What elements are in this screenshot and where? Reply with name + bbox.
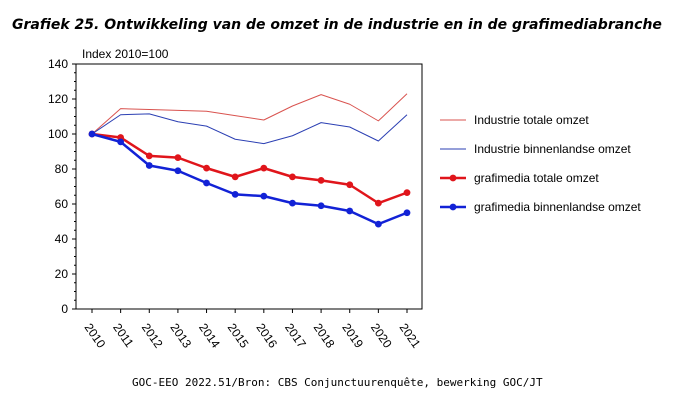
legend-label: grafimedia binnenlandse omzet bbox=[474, 200, 641, 214]
legend-marker bbox=[449, 203, 457, 211]
data-point bbox=[88, 130, 96, 138]
y-tick-label: 60 bbox=[55, 197, 69, 211]
data-point bbox=[231, 190, 239, 198]
chart-series-group bbox=[88, 93, 411, 228]
data-point bbox=[317, 202, 325, 210]
data-point bbox=[174, 154, 182, 162]
series-line-1 bbox=[91, 93, 408, 135]
data-point bbox=[374, 199, 382, 207]
plot-frame bbox=[75, 63, 423, 310]
y-tick-label: 80 bbox=[55, 162, 69, 176]
data-point bbox=[403, 209, 411, 217]
y-tick-label: 40 bbox=[55, 232, 69, 246]
x-tick-label: 2010 bbox=[82, 321, 109, 351]
data-point bbox=[203, 164, 210, 172]
data-point bbox=[346, 207, 354, 215]
data-point bbox=[317, 176, 325, 184]
data-point bbox=[403, 189, 411, 197]
y-tick-label: 0 bbox=[61, 302, 68, 316]
x-tick-label: 2013 bbox=[167, 321, 194, 351]
legend-label: grafimedia totale omzet bbox=[474, 171, 599, 185]
data-point bbox=[231, 173, 239, 181]
data-point bbox=[374, 220, 382, 228]
data-point bbox=[174, 167, 182, 175]
chart-title: Grafiek 25. Ontwikkeling van de omzet in… bbox=[12, 17, 662, 33]
chart-legend: Industrie totale omzet Industrie binnenla… bbox=[440, 113, 641, 214]
x-tick-label: 2014 bbox=[196, 321, 223, 351]
series-line-4 bbox=[91, 132, 408, 226]
data-point bbox=[289, 173, 296, 181]
x-tick-label: 2020 bbox=[368, 321, 395, 351]
data-point bbox=[346, 181, 354, 189]
data-point bbox=[260, 164, 268, 172]
x-tick-label: 2016 bbox=[253, 321, 280, 351]
data-point bbox=[203, 179, 210, 187]
series-line-2 bbox=[91, 113, 408, 145]
data-point bbox=[289, 199, 296, 207]
x-tick-label: 2021 bbox=[397, 321, 424, 351]
x-tick-label: 2012 bbox=[139, 321, 166, 351]
y-tick-label: 100 bbox=[48, 127, 68, 141]
source-note: GOC-EEO 2022.51/Bron: CBS Conjunctuurenq… bbox=[132, 376, 543, 389]
x-tick-label: 2017 bbox=[282, 321, 309, 351]
y-tick-label: 20 bbox=[55, 267, 69, 281]
x-tick-label: 2015 bbox=[225, 321, 252, 351]
x-tick-label: 2019 bbox=[339, 321, 366, 351]
data-point bbox=[260, 192, 268, 200]
y-tick-label: 120 bbox=[48, 92, 68, 106]
data-point bbox=[145, 162, 153, 169]
legend-label: Industrie totale omzet bbox=[474, 113, 589, 127]
data-point bbox=[145, 152, 153, 160]
legend-label: Industrie binnenlandse omzet bbox=[474, 142, 631, 156]
series-line-3 bbox=[91, 132, 408, 205]
x-tick-label: 2011 bbox=[110, 321, 136, 350]
legend-marker bbox=[449, 174, 457, 182]
y-tick-label: 140 bbox=[48, 57, 68, 71]
data-point bbox=[117, 138, 125, 146]
y-axis-label: Index 2010=100 bbox=[82, 47, 169, 61]
chart-axes: 0 20 40 60 80 100 120 140 Index 2010=100 2010 2011… bbox=[48, 47, 424, 351]
x-tick-label: 2018 bbox=[311, 321, 338, 351]
